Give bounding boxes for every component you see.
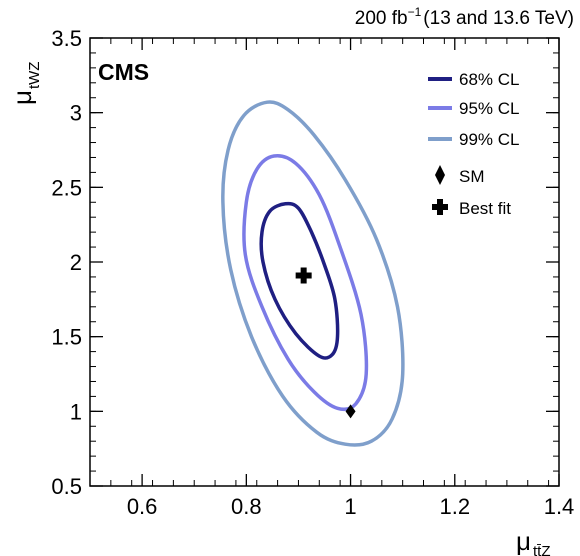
experiment-label: CMS — [98, 59, 149, 85]
legend-label-best-fit: Best fit — [459, 199, 511, 218]
contour-68-cl — [259, 201, 340, 360]
y-tick-label: 3 — [70, 101, 82, 126]
contour-99-cl — [221, 100, 405, 447]
y-axis-title: μtWZ — [7, 62, 43, 105]
x-tick-label: 1 — [344, 494, 356, 519]
y-axis-title-group: μtWZ — [7, 62, 43, 105]
y-tick-label: 2 — [70, 250, 82, 275]
y-tick-label: 3.5 — [51, 26, 82, 51]
legend-label-99: 99% CL — [459, 130, 519, 149]
legend-sm-diamond-icon — [435, 165, 445, 185]
x-tick-label: 0.6 — [127, 494, 158, 519]
axis-ticks: 0.6 0.8 1 1.2 1.4 0.5 1 1.5 2 2.5 3 3.5 — [51, 26, 574, 519]
best-fit-marker — [295, 267, 312, 284]
legend-best-fit-cross-icon — [432, 199, 448, 215]
y-tick-label: 1 — [70, 399, 82, 424]
markers — [295, 267, 356, 419]
contours — [221, 100, 405, 447]
y-tick-label: 2.5 — [51, 175, 82, 200]
x-tick-label: 1.4 — [544, 494, 575, 519]
x-axis-title: μ tt̄Z — [516, 526, 550, 556]
sm-point-marker — [345, 404, 356, 419]
x-tick-label: 0.8 — [231, 494, 262, 519]
luminosity-label: 200 fb−1 (13 and 13.6 TeV) — [355, 5, 574, 29]
y-tick-label: 0.5 — [51, 474, 82, 499]
legend-label-68: 68% CL — [459, 70, 519, 89]
legend-label-95: 95% CL — [459, 99, 519, 118]
legend-label-sm: SM — [459, 167, 485, 186]
legend: 68% CL 95% CL 99% CL SM Best fit — [428, 70, 519, 218]
contour-95-cl — [242, 154, 369, 412]
y-tick-label: 1.5 — [51, 325, 82, 350]
x-tick-label: 1.2 — [439, 494, 470, 519]
